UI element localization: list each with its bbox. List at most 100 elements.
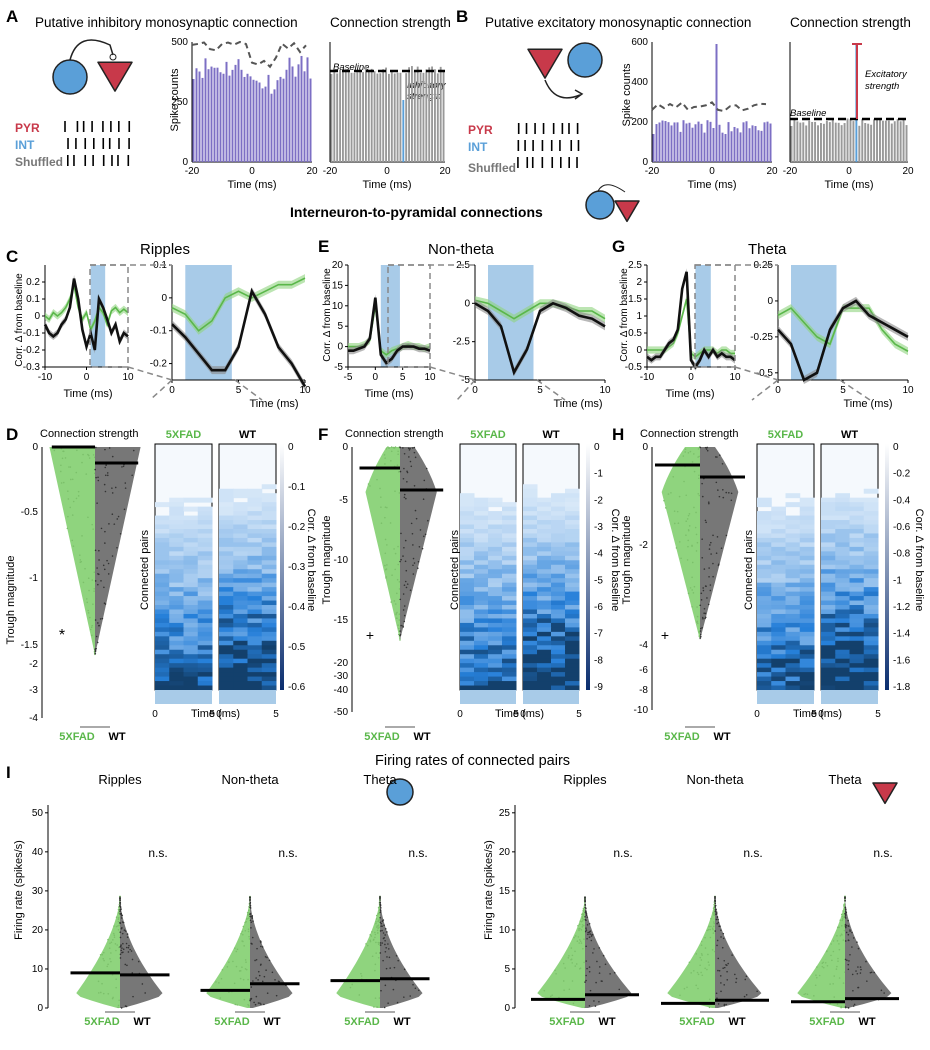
- sig-plus: +: [661, 627, 669, 643]
- x-tick-label: 20: [902, 166, 914, 177]
- I_int-violin-1-5xfad-dot: [232, 960, 234, 963]
- I_int-violin-1-5xfad-dot: [218, 982, 220, 984]
- H_heat-cell: [863, 685, 879, 691]
- H_heat-cell: [757, 636, 772, 642]
- F_heat-cell: [488, 654, 503, 660]
- A2-bar: [399, 72, 402, 162]
- H_heat-cell: [785, 613, 801, 619]
- violin-f-5xfad-dot: [387, 446, 389, 448]
- D_heat-cell: [183, 658, 199, 664]
- violin-f-wt-dot: [424, 533, 427, 536]
- I_pyr-violin-2-wt-dot: [847, 919, 849, 922]
- I_int-violin-1-wt-dot: [251, 936, 254, 939]
- H_heat-cell: [863, 511, 879, 517]
- D_heat-cell: [219, 596, 234, 602]
- violin-f-wt-dot: [402, 625, 404, 627]
- I_pyr-violin-1-wt-dot: [716, 997, 718, 999]
- I_pyr-violin-1-5xfad-dot: [704, 936, 706, 939]
- I_int-violin-0-5xfad-dot: [113, 934, 116, 937]
- F_heat-cell: [551, 672, 566, 678]
- B1-bar: [769, 123, 772, 162]
- F_heat-cell: [460, 609, 475, 615]
- violin-h-5xfad-dot: [678, 495, 681, 498]
- D_heat-cell: [183, 582, 199, 588]
- y-tick-label: 250: [171, 97, 188, 108]
- violin-d-5xfad-dot: [69, 466, 72, 468]
- H_heat-cell: [863, 546, 879, 552]
- G2-xlabel: Time (ms): [843, 398, 892, 410]
- H_heat-cell: [821, 560, 836, 566]
- D_heat-cell: [155, 681, 170, 687]
- D_heat-cell: [169, 591, 184, 597]
- H_heat-cell: [821, 667, 836, 673]
- I_pyr-violin-1-5xfad-dot: [712, 932, 715, 934]
- title-nontheta: Non-theta: [428, 241, 495, 258]
- H_heat-cell: [863, 582, 879, 588]
- x-tick-label: -20: [645, 166, 660, 177]
- I_int-violin-0-wt-dot: [124, 930, 127, 932]
- I_int-violin-0-wt-dot: [124, 963, 127, 966]
- F_heat-cell: [565, 524, 580, 530]
- I_pyr-violin-1-wt-dot: [714, 910, 717, 912]
- I_int-violin-1-5xfad-dot: [242, 940, 244, 943]
- H_heat-cell: [785, 645, 801, 651]
- H_heat-cell: [863, 609, 879, 615]
- H_heat-cell: [771, 649, 786, 655]
- H_heat-cell: [785, 502, 801, 508]
- D_heat-cell: [197, 645, 213, 651]
- I_pyr-violin-2-5xfad-dot: [832, 950, 835, 953]
- violin-h-wt-dot: [719, 454, 721, 456]
- I_int-violin-1-5xfad-dot: [236, 1004, 238, 1006]
- I_pyr-violin-1-5xfad-dot: [688, 961, 691, 964]
- I_int-violin-1-5xfad-dot: [247, 1003, 249, 1006]
- G1-xtick-label: 10: [729, 372, 741, 383]
- D_heat-cell: [247, 502, 263, 508]
- I_int-violin-1-5xfad-dot: [239, 977, 242, 980]
- H_heat-cell: [821, 605, 836, 610]
- A1-bar: [258, 82, 261, 162]
- I_int-violin-1-5xfad-dot: [244, 968, 247, 970]
- baseline-label-b: Baseline: [790, 108, 826, 119]
- D_heat-cell: [169, 569, 184, 575]
- D_heat-cell: [183, 524, 199, 530]
- F_heat-cell: [537, 663, 552, 669]
- violin-d-wt-dot: [113, 523, 116, 525]
- H_heat-cell: [785, 546, 801, 552]
- x-tick-label: 20: [306, 166, 318, 177]
- I_pyr-violin-0-5xfad-dot: [582, 907, 585, 910]
- F_heat-cell: [502, 640, 517, 646]
- H_heat-xtick: 0: [754, 709, 760, 720]
- F_heat-cell: [488, 596, 503, 602]
- F_heat-cell: [474, 640, 489, 646]
- violin-f-wt-dot: [400, 532, 402, 535]
- H_heat-cell: [785, 658, 801, 664]
- violin-h-wt-dot: [730, 492, 733, 495]
- D_heat-cell: [155, 573, 170, 579]
- violin-f-wt-dot: [410, 465, 413, 468]
- F_heat-cell: [537, 511, 552, 517]
- F_heat-cell: [551, 560, 566, 566]
- violin-f-ytick: -10: [334, 555, 349, 566]
- H_heat-cell: [771, 560, 786, 566]
- I_int-violin-2-wt-dot: [387, 948, 390, 950]
- B2-bar: [873, 119, 876, 162]
- F_heat-cell: [488, 645, 503, 651]
- legend-pyr-a: PYR: [15, 121, 40, 135]
- I_int-violin-0-5xfad-dot: [106, 965, 109, 968]
- B1-shuffled-line: [651, 101, 767, 113]
- I_int-violin-1-wt-dot: [263, 975, 266, 978]
- D_heat-cell: [155, 631, 170, 637]
- H_heat-colorbar-tick: -0.4: [893, 495, 911, 506]
- A2-bar: [342, 70, 344, 162]
- D_heat-cell: [247, 622, 263, 628]
- D_heat-cell: [155, 591, 170, 597]
- F_heat-cell: [488, 573, 503, 579]
- F_heat-cell: [565, 560, 580, 566]
- F_heat-cell: [474, 502, 489, 508]
- I_int-violin-2-5xfad-dot: [369, 939, 372, 942]
- D_heat-cell: [261, 524, 277, 530]
- F_heat-cell: [551, 528, 566, 534]
- violin-d-wt-dot: [132, 449, 135, 452]
- I_int-violin-1-5xfad-dot: [221, 969, 224, 971]
- D_heat-cell: [155, 542, 170, 548]
